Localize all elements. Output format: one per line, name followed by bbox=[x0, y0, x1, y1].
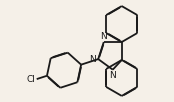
Text: N: N bbox=[100, 32, 107, 41]
Text: N: N bbox=[109, 71, 116, 80]
Text: N: N bbox=[89, 55, 96, 64]
Text: Cl: Cl bbox=[27, 75, 36, 84]
